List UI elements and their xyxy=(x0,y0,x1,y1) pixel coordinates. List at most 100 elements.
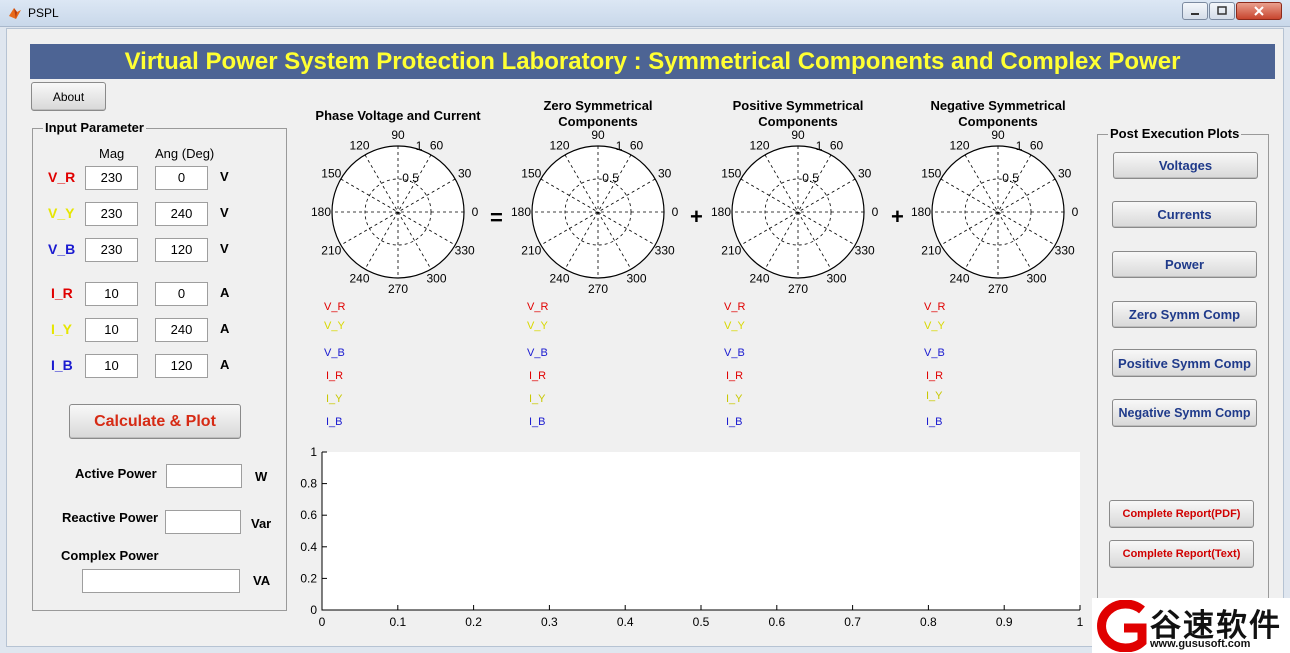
plus-operator: + xyxy=(891,204,904,229)
polar-angle-label: 0 xyxy=(672,205,679,219)
power-button[interactable]: Power xyxy=(1112,251,1257,278)
legend-entry: V_Y xyxy=(724,320,745,332)
polar-plot[interactable]: 0 30 60 90 120 150 180 210 240 270 300 330 0.5 1 xyxy=(692,106,904,318)
currents-button[interactable]: Currents xyxy=(1112,201,1257,228)
x-tick-label: 0 xyxy=(319,615,326,629)
polar-title-line: Zero Symmetrical xyxy=(543,98,653,113)
maximize-button[interactable] xyxy=(1209,2,1235,20)
about-button[interactable]: About xyxy=(31,82,106,111)
legend-entry: I_R xyxy=(926,370,944,382)
active-power-label: Active Power xyxy=(75,466,157,481)
x-tick-label: 0.4 xyxy=(617,615,634,629)
input-unit: V xyxy=(220,169,229,184)
polar-plot[interactable]: 0 30 60 90 120 150 180 210 240 270 300 330 0.5 1 xyxy=(492,106,704,318)
polar-plot-title: Zero Symmetrical Components xyxy=(498,98,698,130)
angle-input[interactable]: 120 xyxy=(155,238,208,262)
angle-input[interactable]: 120 xyxy=(155,354,208,378)
magnitude-input[interactable]: 230 xyxy=(85,166,138,190)
minimize-button[interactable] xyxy=(1182,2,1208,20)
reactive-power-field[interactable] xyxy=(165,510,241,534)
polar-angle-label: 210 xyxy=(321,244,341,258)
legend-entry: V_Y xyxy=(924,320,945,332)
calculate-plot-button[interactable]: Calculate & Plot xyxy=(69,404,241,439)
legend-entry: V_Y xyxy=(324,320,345,332)
polar-angle-label: 150 xyxy=(721,167,741,181)
legend-entry: I_R xyxy=(326,370,344,382)
y-tick-label: 0.8 xyxy=(300,477,317,491)
legend-entry: V_B xyxy=(724,347,745,359)
polar-angle-label: 300 xyxy=(1026,272,1046,286)
magnitude-input[interactable]: 230 xyxy=(85,238,138,262)
polar-plot[interactable]: 0 30 60 90 120 150 180 210 240 270 300 330 0.5 1 xyxy=(292,106,504,318)
magnitude-input[interactable]: 10 xyxy=(85,282,138,306)
report-text-button[interactable]: Complete Report(Text) xyxy=(1109,540,1254,568)
polar-angle-label: 240 xyxy=(949,272,969,286)
x-tick-label: 0.8 xyxy=(920,615,937,629)
input-unit: V xyxy=(220,241,229,256)
polar-angle-label: 270 xyxy=(588,282,608,296)
watermark-brand: 谷速软件 xyxy=(1150,608,1282,644)
input-row-label: V_B xyxy=(48,241,76,257)
y-tick-label: 0.6 xyxy=(300,508,317,522)
polar-angle-label: 300 xyxy=(426,272,446,286)
polar-angle-label: 180 xyxy=(311,205,331,219)
angle-input[interactable]: 0 xyxy=(155,166,208,190)
input-row-label: V_R xyxy=(48,169,76,185)
report-pdf-button[interactable]: Complete Report(PDF) xyxy=(1109,500,1254,528)
legend-entry: V_R xyxy=(324,301,346,313)
gususoft-logo-icon xyxy=(1097,600,1147,652)
polar-plot[interactable]: 0 30 60 90 120 150 180 210 240 270 300 330 0.5 1 xyxy=(892,106,1104,318)
polar-angle-label: 150 xyxy=(321,167,341,181)
post-execution-title: Post Execution Plots xyxy=(1108,126,1242,141)
polar-angle-label: 270 xyxy=(788,282,808,296)
polar-angle-label: 0 xyxy=(1072,205,1079,219)
polar-radial-label: 0.5 xyxy=(602,171,619,185)
polar-plot-title: Negative Symmetrical Components xyxy=(898,98,1098,130)
polar-angle-gridline xyxy=(740,178,856,246)
window-titlebar xyxy=(0,0,1290,27)
magnitude-input[interactable]: 230 xyxy=(85,202,138,226)
polar-angle-label: 0 xyxy=(872,205,879,219)
legend-entry: V_R xyxy=(724,301,746,313)
reactive-power-unit: Var xyxy=(251,516,272,531)
magnitude-input[interactable]: 10 xyxy=(85,354,138,378)
legend-entry: I_B xyxy=(926,416,943,428)
polar-title-line: Components xyxy=(958,114,1038,129)
input-row-label: I_R xyxy=(51,285,73,301)
zero-symm-comp-button[interactable]: Zero Symm Comp xyxy=(1112,301,1257,328)
polar-radial-label: 1 xyxy=(816,139,823,153)
polar-angle-gridline xyxy=(740,178,856,246)
negative-symm-comp-button[interactable]: Negative Symm Comp xyxy=(1112,399,1257,427)
complex-power-field[interactable] xyxy=(82,569,240,593)
polar-angle-label: 120 xyxy=(549,138,569,152)
x-tick-label: 0.9 xyxy=(996,615,1013,629)
active-power-field[interactable] xyxy=(166,464,242,488)
input-unit: V xyxy=(220,205,229,220)
polar-angle-label: 240 xyxy=(749,272,769,286)
close-button[interactable] xyxy=(1236,2,1282,20)
polar-plot-title: Phase Voltage and Current xyxy=(298,108,498,124)
legend-entry: V_B xyxy=(324,347,345,359)
legend-entry: I_R xyxy=(529,370,547,382)
angle-input[interactable]: 0 xyxy=(155,282,208,306)
polar-title-line: Components xyxy=(558,114,638,129)
x-tick-label: 0.5 xyxy=(693,615,710,629)
voltages-button[interactable]: Voltages xyxy=(1113,152,1258,179)
angle-input[interactable]: 240 xyxy=(155,202,208,226)
polar-angle-label: 60 xyxy=(830,138,844,152)
active-power-unit: W xyxy=(255,469,268,484)
polar-angle-label: 90 xyxy=(591,128,605,142)
polar-angle-label: 60 xyxy=(430,138,444,152)
polar-title-line: Negative Symmetrical xyxy=(930,98,1066,113)
positive-symm-comp-button[interactable]: Positive Symm Comp xyxy=(1112,349,1257,377)
angle-input[interactable]: 240 xyxy=(155,318,208,342)
polar-angle-label: 90 xyxy=(791,128,805,142)
y-tick-label: 0.4 xyxy=(300,540,317,554)
polar-angle-label: 30 xyxy=(458,167,472,181)
magnitude-input[interactable]: 10 xyxy=(85,318,138,342)
mag-column-header: Mag xyxy=(99,146,125,161)
plot-axes-area[interactable] xyxy=(322,452,1080,610)
y-tick-label: 0.2 xyxy=(300,571,317,585)
polar-radial-label: 1 xyxy=(1016,139,1023,153)
polar-angle-label: 330 xyxy=(655,244,675,258)
